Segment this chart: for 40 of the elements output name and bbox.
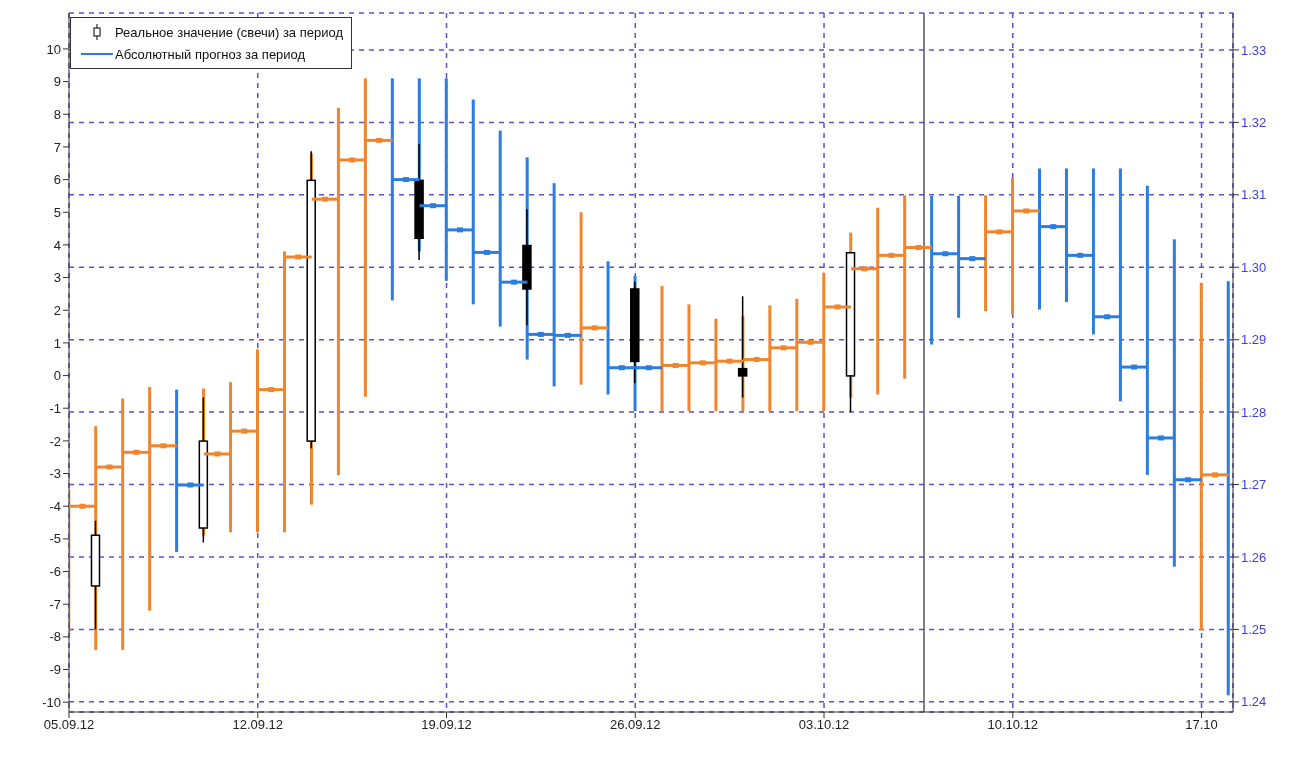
y-tick-label: 10	[46, 41, 61, 57]
y-tick-label: 1	[53, 335, 61, 351]
y2-tick-label: 1.26	[1241, 549, 1267, 565]
y-tick-label: 5	[53, 204, 61, 220]
y-tick-label: -7	[49, 596, 61, 612]
x-tick-label: 12.09.12	[232, 717, 284, 733]
y-tick-label: 3	[53, 270, 61, 286]
y-tick-label: -3	[49, 466, 61, 482]
y-tick-label: -4	[49, 498, 61, 514]
y2-tick-label: 1.30	[1241, 259, 1267, 275]
y-tick-label: -2	[49, 433, 61, 449]
y-tick-label: 4	[53, 237, 61, 253]
y-tick-label: -8	[49, 629, 61, 645]
y-tick-label: 7	[53, 139, 61, 155]
y2-tick-label: 1.29	[1241, 332, 1267, 348]
x-tick-label: 17.10	[1185, 717, 1218, 733]
y-tick-label: 8	[53, 106, 61, 122]
y-tick-label: 6	[53, 172, 61, 188]
y-tick-label: -9	[49, 662, 61, 678]
y2-tick-label: 1.25	[1241, 622, 1267, 638]
y2-tick-label: 1.24	[1241, 694, 1267, 710]
y2-tick-label: 1.31	[1241, 187, 1267, 203]
y2-tick-label: 1.27	[1241, 477, 1267, 493]
x-tick-label: 03.10.12	[798, 717, 850, 733]
y-tick-label: 0	[53, 368, 61, 384]
legend-label: Реальное значение (свечи) за период	[115, 24, 343, 40]
x-tick-label: 05.09.12	[43, 717, 95, 733]
y-tick-label: -6	[49, 564, 61, 580]
y2-tick-label: 1.28	[1241, 404, 1267, 420]
y2-tick-label: 1.33	[1241, 42, 1267, 58]
y-tick-label: -1	[49, 400, 61, 416]
y2-tick-label: 1.32	[1241, 114, 1267, 130]
y-tick-label: 9	[53, 74, 61, 90]
legend-label: Абсолютный прогноз за период	[115, 46, 306, 62]
y-tick-label: -5	[49, 531, 61, 547]
y-tick-label: 2	[53, 302, 61, 318]
x-tick-label: 26.09.12	[609, 717, 661, 733]
x-tick-label: 10.10.12	[987, 717, 1039, 733]
y-tick-label: -10	[42, 694, 61, 710]
x-tick-label: 19.09.12	[421, 717, 472, 733]
